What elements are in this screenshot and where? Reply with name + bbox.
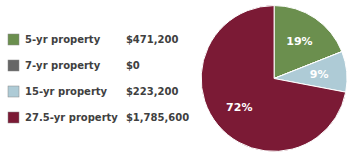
data-label: 19% [286, 35, 312, 48]
legend-value: $1,785,600 [126, 112, 189, 123]
data-label: 72% [226, 101, 252, 114]
legend-swatch [8, 34, 19, 45]
legend-value: $0 [126, 60, 140, 71]
legend: 5-yr property 7-yr property 15-yr property… [8, 34, 189, 123]
pie [201, 6, 347, 152]
legend-swatch [8, 60, 19, 71]
data-label: 9% [310, 68, 329, 81]
legend-label: 7-yr property [25, 60, 101, 71]
legend-label: 27.5-yr property [25, 112, 118, 123]
legend-label: 5-yr property [25, 34, 101, 45]
legend-value: $471,200 [126, 34, 179, 45]
legend-swatch [8, 86, 19, 97]
chart: 5-yr property 7-yr property 15-yr property… [0, 0, 351, 157]
data-labels: 19% 9% 72% [226, 35, 328, 114]
pie-slice [201, 6, 346, 152]
legend-swatch [8, 112, 19, 123]
legend-label: 15-yr property [25, 86, 108, 97]
legend-value: $223,200 [126, 86, 179, 97]
